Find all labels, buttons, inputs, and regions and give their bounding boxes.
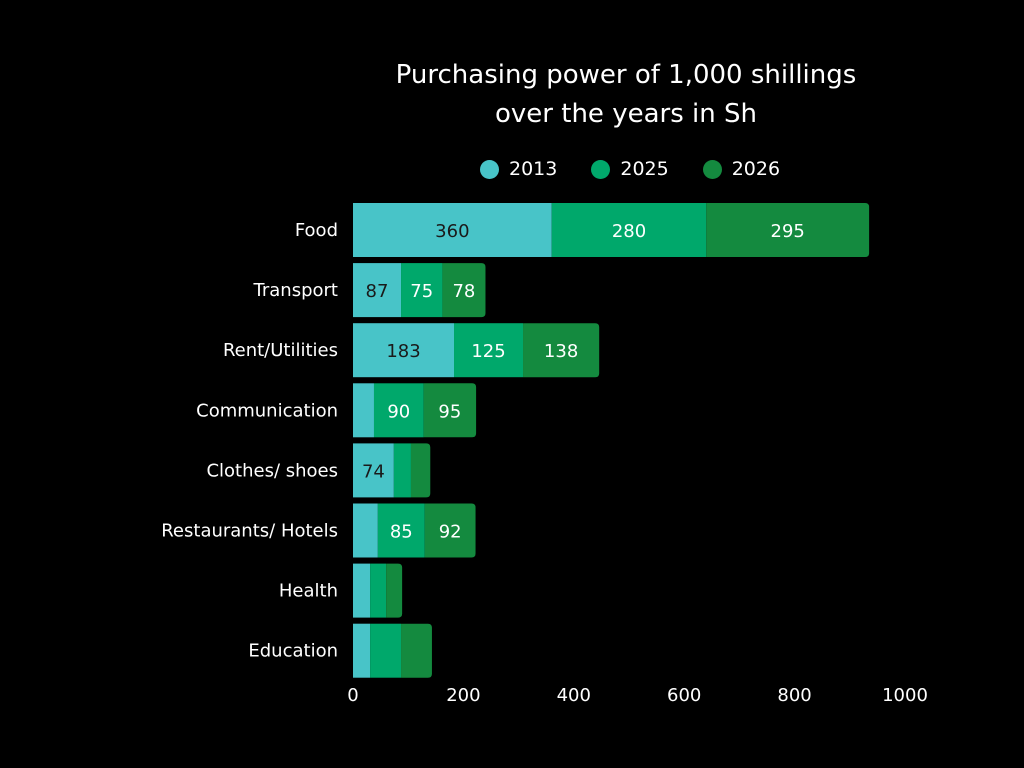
category-label: Education xyxy=(248,641,338,662)
bar-2026 xyxy=(423,383,477,438)
x-tick-label: 400 xyxy=(557,685,591,706)
legend-swatch-2026 xyxy=(702,159,722,179)
legend: 2013 2025 2026 xyxy=(480,156,814,182)
bar-2013 xyxy=(353,503,378,558)
legend-item-2026: 2026 xyxy=(702,158,781,180)
bar-2026 xyxy=(706,203,870,257)
category-label: Food xyxy=(295,220,338,241)
x-tick-label: 1000 xyxy=(882,685,928,706)
bar-2026 xyxy=(410,443,431,498)
bar-2013 xyxy=(353,563,371,618)
bar-2025 xyxy=(370,623,402,678)
bar-2013 xyxy=(353,443,394,498)
legend-item-2025: 2025 xyxy=(591,158,669,180)
bar-2025 xyxy=(401,263,443,318)
data-label: 75 xyxy=(410,281,433,302)
bar-2013 xyxy=(353,263,402,318)
category-label: Clothes/ shoes xyxy=(206,460,338,481)
bar-2013 xyxy=(353,323,455,378)
bar-2026 xyxy=(424,503,476,558)
bar-2025 xyxy=(370,563,387,618)
bar-2025 xyxy=(454,323,524,378)
data-label: 78 xyxy=(452,281,475,302)
bar-2026 xyxy=(386,563,403,618)
bar-2025 xyxy=(393,443,411,498)
data-label: 183 xyxy=(386,341,420,362)
category-label: Communication xyxy=(196,400,338,421)
legend-label-2025: 2025 xyxy=(620,158,669,180)
data-label: 95 xyxy=(438,401,461,422)
x-tick-label: 0 xyxy=(347,685,358,706)
bar-2013 xyxy=(353,623,371,678)
category-label: Restaurants/ Hotels xyxy=(161,521,338,542)
data-label: 74 xyxy=(362,461,385,482)
chart-title-line-2: over the years in Sh xyxy=(495,99,757,129)
data-label: 280 xyxy=(612,221,646,242)
x-tick-label: 800 xyxy=(777,685,811,706)
category-label: Transport xyxy=(253,280,338,301)
x-tick-label: 600 xyxy=(667,685,701,706)
data-label: 90 xyxy=(387,401,410,422)
bar-2026 xyxy=(523,323,600,378)
legend-swatch-2013 xyxy=(480,159,499,179)
bar-2013 xyxy=(353,383,374,438)
bar-2025 xyxy=(373,383,424,438)
legend-swatch-2025 xyxy=(591,159,611,179)
legend-label-2026: 2026 xyxy=(731,158,781,180)
bar-2025 xyxy=(377,503,425,558)
category-label: Health xyxy=(279,581,338,602)
bar-2026 xyxy=(442,263,486,318)
data-label: 87 xyxy=(366,281,389,302)
category-label: Rent/Utilities xyxy=(223,340,338,361)
data-label: 125 xyxy=(471,341,505,362)
legend-item-2013: 2013 xyxy=(480,158,557,180)
chart-title-line-1: Purchasing power of 1,000 shillings xyxy=(395,60,857,90)
data-label: 360 xyxy=(435,221,469,242)
data-label: 138 xyxy=(544,341,578,362)
data-label: 295 xyxy=(771,221,805,242)
x-tick-label: 200 xyxy=(446,685,480,706)
bar-2025 xyxy=(551,203,707,257)
bar-2013 xyxy=(353,203,552,257)
data-label: 92 xyxy=(439,522,462,543)
bar-2026 xyxy=(401,623,432,678)
legend-label-2013: 2013 xyxy=(509,158,558,180)
data-label: 85 xyxy=(390,522,413,543)
